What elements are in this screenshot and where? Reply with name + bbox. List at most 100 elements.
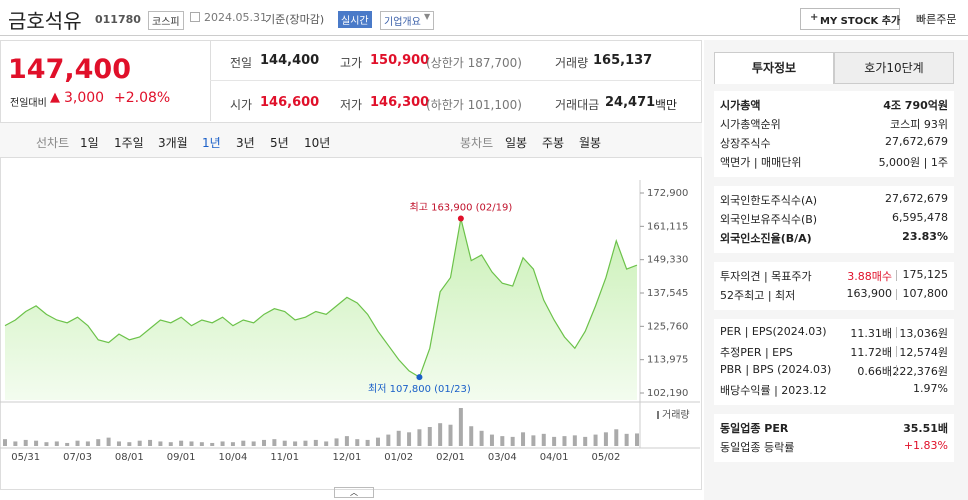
volume-bar: [54, 441, 59, 446]
up-arrow: ▲: [50, 90, 60, 105]
volume-bar: [500, 436, 505, 446]
volume-bar: [324, 441, 329, 446]
volume-bar: [303, 440, 308, 446]
quick-order[interactable]: 빠른주문: [916, 13, 957, 26]
volume-bar: [85, 441, 90, 446]
period-tab[interactable]: 1년: [202, 136, 221, 150]
info-label: 액면가 | 매매단위: [720, 156, 802, 169]
info-value2: 175,125: [902, 268, 949, 281]
period-tab[interactable]: 3년: [236, 136, 255, 150]
left-panel: [0, 40, 702, 490]
period-tab[interactable]: 3개월: [158, 136, 188, 150]
quote-label: 거래대금: [555, 98, 600, 112]
info-group: [714, 91, 954, 177]
quote-value: 144,400: [260, 53, 320, 68]
price-line: [4, 218, 638, 379]
x-tick-label: 11/01: [270, 452, 299, 463]
x-tick-label: 04/01: [540, 452, 569, 463]
info-value2: 222,376원: [892, 365, 948, 378]
info-tab[interactable]: 투자정보: [714, 52, 834, 84]
volume-bar: [375, 437, 380, 446]
volume-bar: [448, 424, 453, 446]
period-tab[interactable]: 5년: [270, 136, 289, 150]
collapse-button[interactable]: ︿: [334, 487, 374, 498]
date: 2024.05.31: [204, 11, 267, 24]
info-tab[interactable]: 호가10단계: [834, 52, 954, 84]
company-dropdown[interactable]: 기업개요: [380, 11, 434, 30]
separator: [896, 270, 897, 281]
info-label: 시가총액: [720, 99, 761, 112]
info-label: 추정PER | EPS: [720, 346, 793, 359]
volume-bar: [624, 433, 629, 446]
volume-bar: [199, 442, 204, 446]
volume-bar: [272, 439, 277, 446]
volume-bar: [230, 442, 235, 446]
y-tick-label: 113,975: [647, 355, 688, 366]
dropdown-arrow: ▼: [424, 12, 431, 21]
volume-legend-icon: [657, 411, 659, 419]
x-tick-label: 05/02: [592, 452, 621, 463]
volume-bar: [438, 423, 443, 446]
x-tick-label: 02/01: [436, 452, 465, 463]
volume-bar: [593, 434, 598, 446]
info-value: 11.31배: [850, 327, 892, 340]
info-value: +1.83%: [903, 439, 948, 452]
quote-label: 고가: [340, 56, 363, 70]
volume-bar: [23, 439, 28, 446]
info-label: 외국인보유주식수(B): [720, 213, 818, 226]
quote-value: 24,471: [605, 95, 656, 110]
info-group: [714, 319, 954, 405]
x-tick-label: 08/01: [115, 452, 144, 463]
volume-bar: [469, 426, 474, 446]
period-tab[interactable]: 1주일: [114, 136, 144, 150]
volume-bar: [489, 434, 494, 446]
mystock-button[interactable]: [800, 8, 900, 30]
realtime-badge[interactable]: 실시간: [338, 11, 372, 28]
info-value: 35.51배: [903, 422, 948, 435]
separator: [896, 289, 897, 300]
stock-code: 011780: [95, 13, 141, 26]
volume-label: 거래량: [662, 409, 690, 421]
volume-bar: [179, 440, 184, 446]
period-tab[interactable]: 10년: [304, 136, 331, 150]
candle-tab[interactable]: 월봉: [579, 136, 602, 150]
volume-bar: [75, 440, 80, 446]
volume-bar: [521, 432, 526, 446]
y-tick-label: 125,760: [647, 321, 688, 332]
info-value: 27,672,679: [885, 192, 948, 205]
volume-bar: [220, 441, 225, 446]
volume-bar: [158, 441, 163, 446]
info-label: PBR | BPS (2024.03): [720, 363, 832, 376]
info-label: 동일업종 등락률: [720, 441, 795, 454]
info-label: 시가총액순위: [720, 118, 781, 131]
candle-tab[interactable]: 일봉: [505, 136, 528, 150]
quote-label: 거래량: [555, 56, 589, 70]
change-label: 전일대비: [10, 98, 47, 109]
volume-bar: [386, 434, 391, 446]
current-price: 147,400: [8, 54, 131, 85]
volume-bar: [137, 440, 142, 446]
quote-value: 165,137: [593, 53, 653, 68]
info-label: 상장주식수: [720, 137, 771, 150]
period-tab[interactable]: 1일: [80, 136, 99, 150]
info-label: 52주최고 | 최저: [720, 289, 796, 302]
high-marker: [457, 215, 464, 222]
info-label: 동일업종 PER: [720, 422, 789, 435]
y-tick-label: 172,900: [647, 188, 688, 199]
quote-value: 146,600: [260, 95, 320, 110]
candle-tab[interactable]: 주봉: [542, 136, 565, 150]
volume-bar: [282, 440, 287, 446]
info-label: 외국인한도주식수(A): [720, 194, 818, 207]
info-label: 투자의견 | 목표주가: [720, 270, 812, 283]
info-value: 27,672,679: [885, 135, 948, 148]
info-value: 11.72배: [850, 346, 892, 359]
header-bar: [0, 0, 968, 36]
separator: [896, 346, 897, 357]
y-tick-label: 137,545: [647, 288, 688, 299]
volume-bar: [96, 439, 101, 446]
x-tick-label: 10/04: [219, 452, 248, 463]
change: 3,000: [64, 90, 105, 106]
volume-bar: [251, 441, 256, 446]
tab-label: 봉차트: [460, 136, 494, 150]
info-value2: 13,036원: [899, 327, 948, 340]
